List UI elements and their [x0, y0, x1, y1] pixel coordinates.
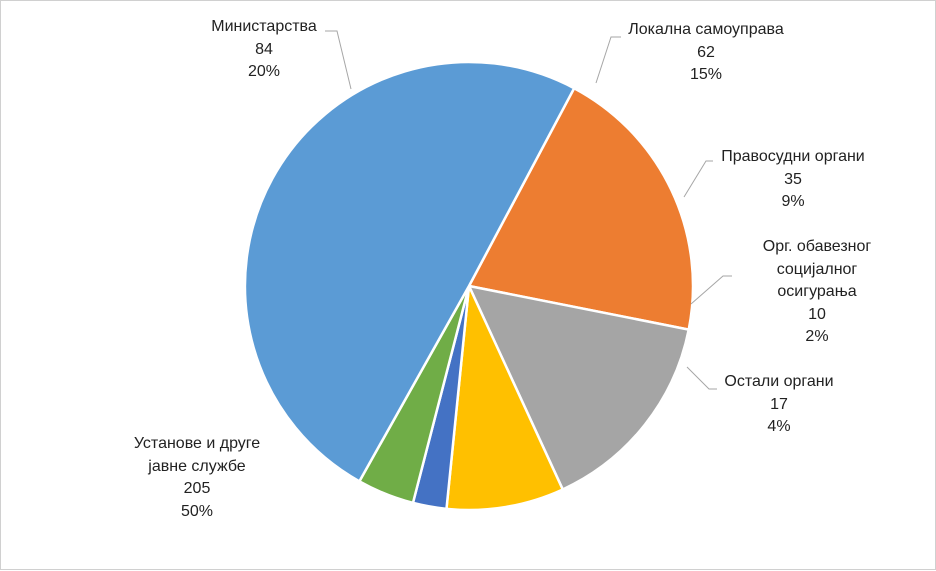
- slice-category-label: осигурања: [777, 283, 857, 300]
- slice-category-label: социјалног: [776, 260, 858, 278]
- pie-slice: [467, 86, 695, 331]
- slice-category-label: Орг. обавезног: [762, 238, 872, 255]
- pie-slice: [467, 284, 690, 491]
- data-label: Министарства 84 20%: [211, 16, 317, 84]
- slice-percent-label: 2%: [805, 328, 829, 345]
- slice-percent-label: 20%: [247, 63, 281, 80]
- data-label: Орг. обавезног социјалног осигурања 10 2%: [763, 236, 871, 349]
- pie-slice: [243, 60, 576, 483]
- slice-category-label: Локална самоуправа: [628, 21, 784, 38]
- leader-line: [690, 275, 732, 305]
- data-label: Локална самоуправа 62 15%: [628, 19, 783, 87]
- leader-line: [325, 30, 352, 90]
- slice-category-label: Остали органи: [724, 373, 834, 390]
- slice-category-label: Правосудни органи: [721, 148, 865, 165]
- slice-percent-label: 9%: [781, 193, 805, 210]
- leader-line: [595, 36, 621, 84]
- leader-line: [686, 366, 717, 390]
- slice-value-label: 84: [255, 40, 273, 58]
- pie-slice: [445, 284, 564, 512]
- slice-percent-label: 15%: [689, 66, 723, 83]
- slice-value-label: 62: [697, 43, 715, 61]
- slice-value-label: 35: [784, 170, 802, 188]
- leader-line: [683, 160, 713, 198]
- slice-percent-label: 4%: [767, 418, 791, 435]
- slice-category-label: Министарства: [211, 18, 317, 35]
- slice-category-label: Установе и друге: [133, 435, 261, 452]
- slice-percent-label: 50%: [180, 502, 214, 520]
- data-label: Установе и друге јавне службе 205 50%: [134, 433, 260, 523]
- slice-value-label: 205: [183, 480, 211, 497]
- slice-value-label: 10: [808, 305, 826, 323]
- slice-category-label: јавне службе: [148, 457, 246, 475]
- data-label: Остали органи 17 4%: [724, 371, 833, 439]
- slice-value-label: 17: [770, 395, 788, 413]
- data-label: Правосудни органи 35 9%: [721, 146, 865, 214]
